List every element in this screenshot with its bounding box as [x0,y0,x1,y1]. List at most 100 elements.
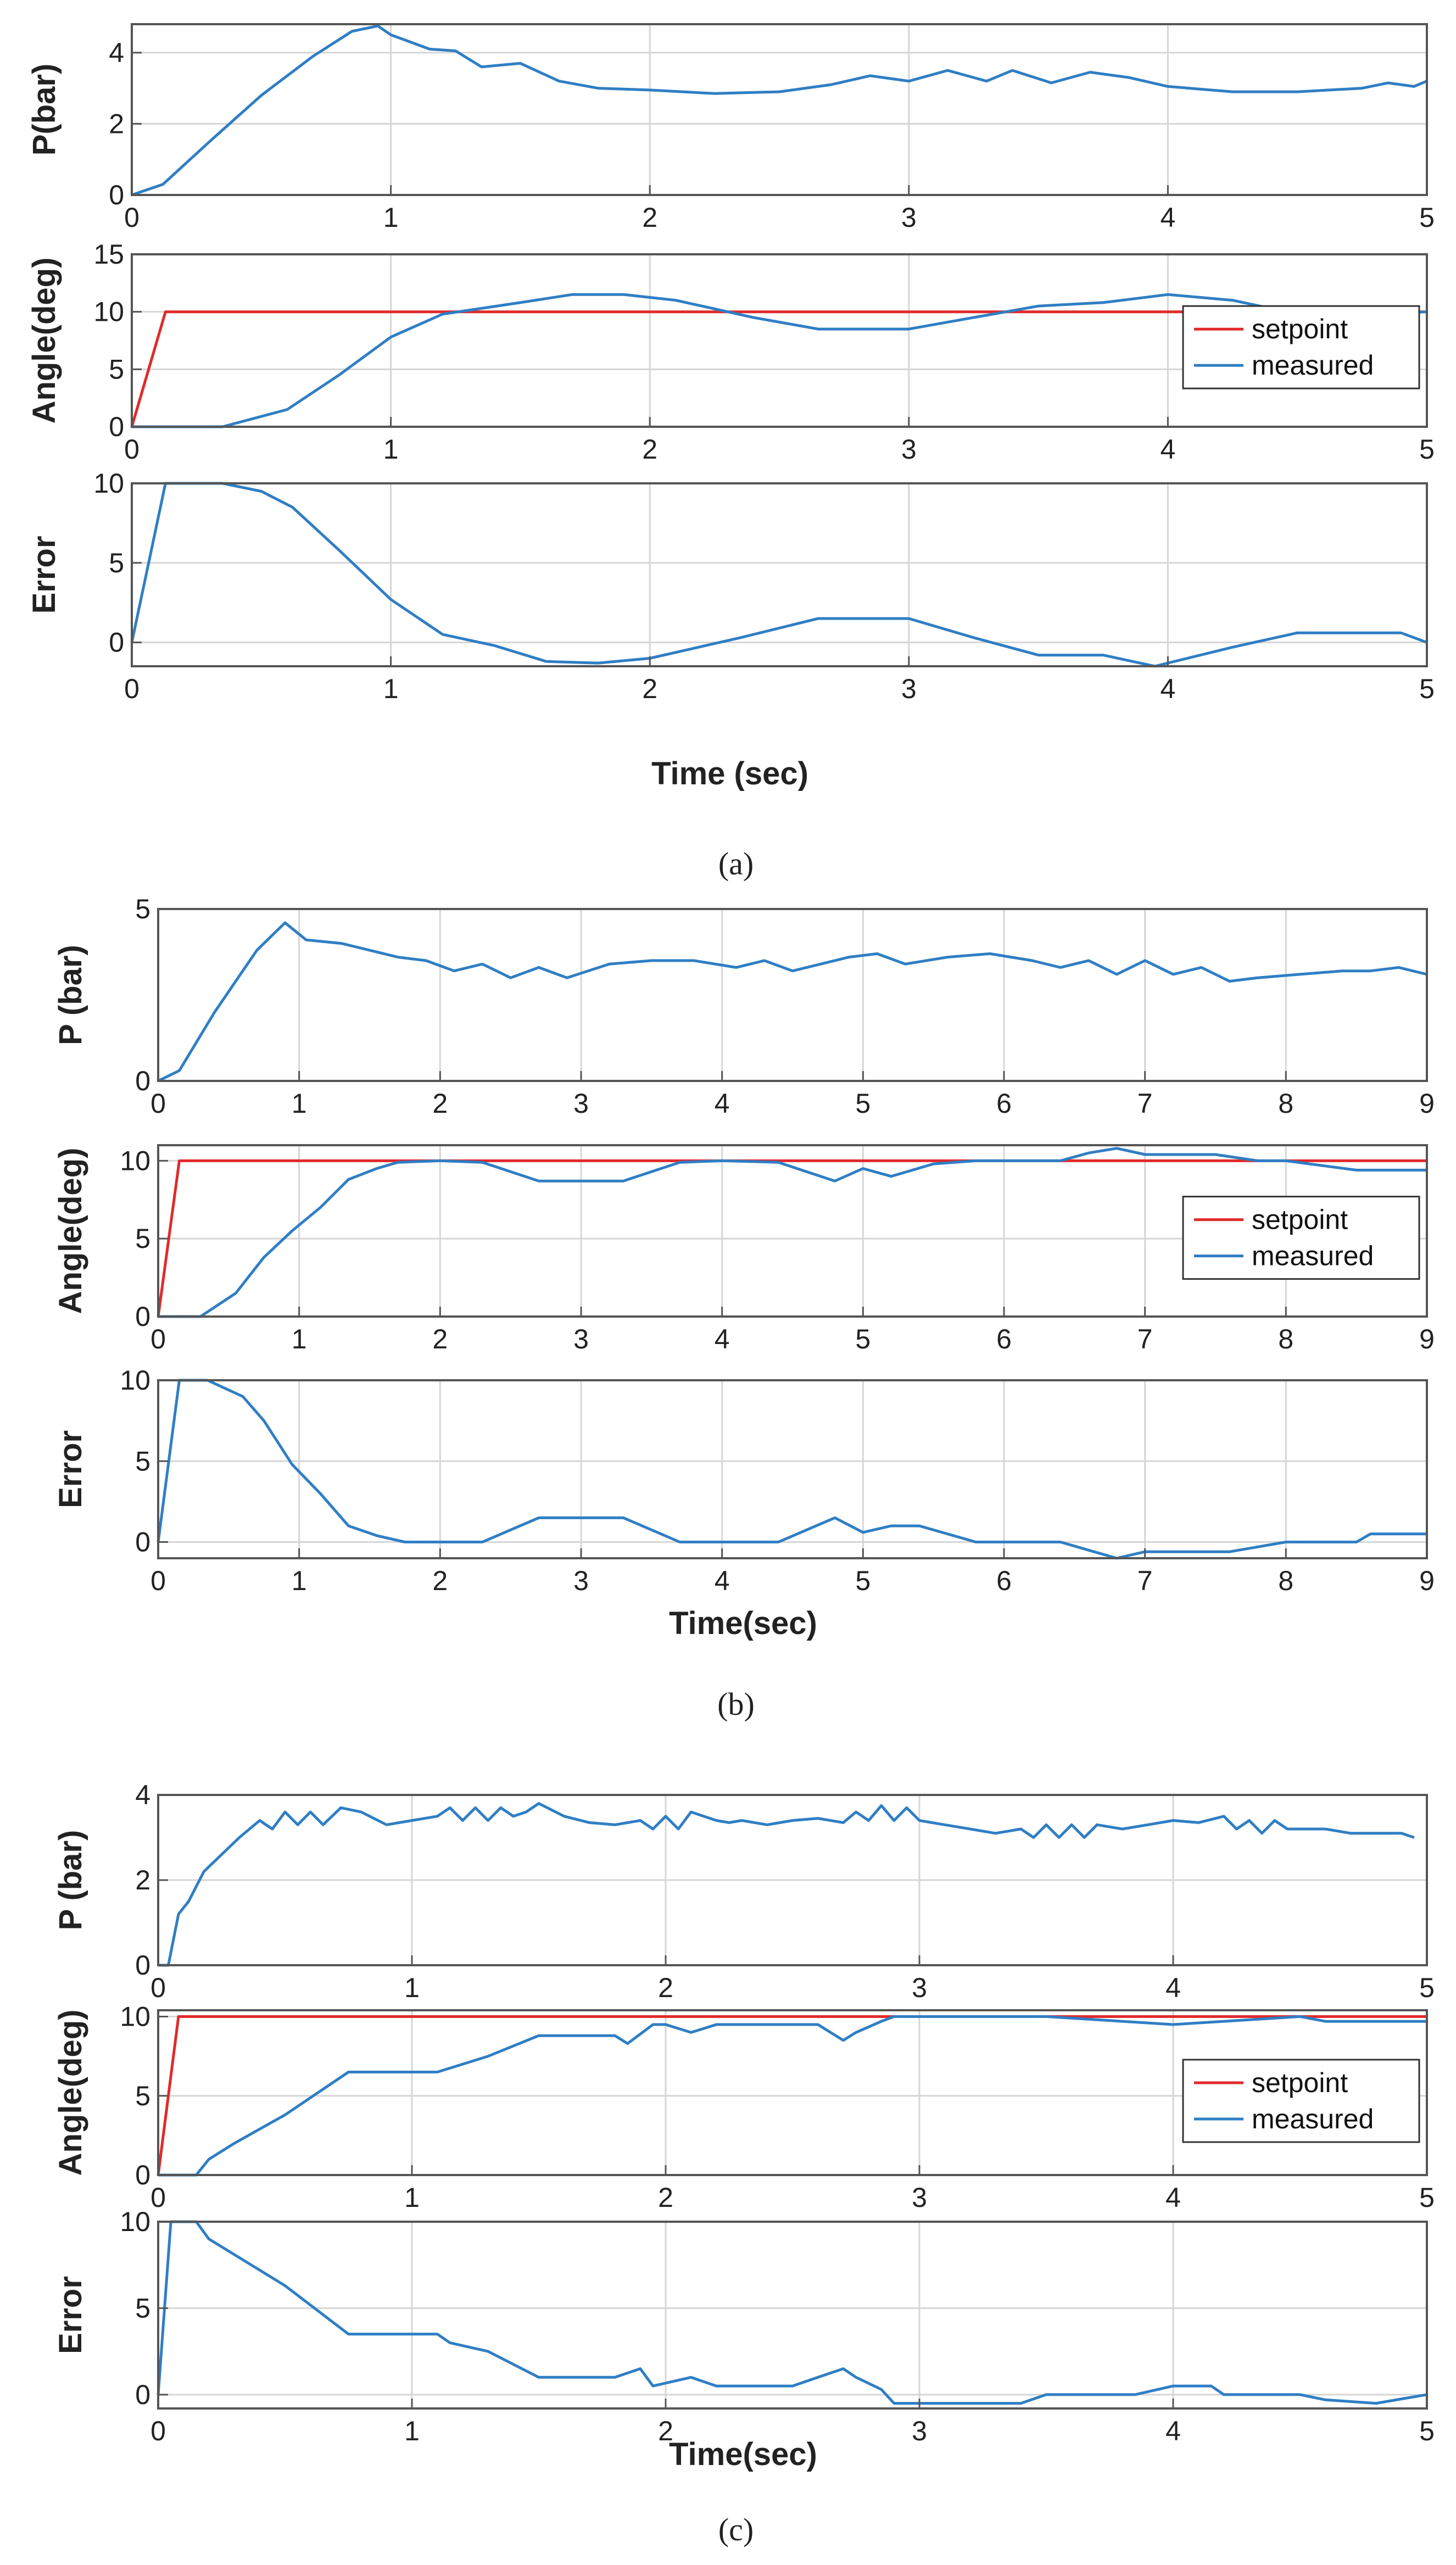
x-tick-label: 0 [150,1324,166,1354]
y-tick-label: 5 [135,2293,150,2323]
x-tick-label: 4 [1165,2416,1181,2446]
y-tick-label: 5 [135,1223,150,1254]
y-tick-label: 4 [109,37,124,68]
y-tick-label: 0 [135,2160,150,2190]
legend-label-setpoint: setpoint [1252,1205,1348,1235]
y-tick-label: 4 [135,1780,150,1810]
y-axis-label: P(bar) [26,64,62,156]
x-tick-label: 6 [996,1088,1012,1119]
y-tick-label: 10 [120,1145,150,1176]
x-tick-label: 1 [404,2182,420,2213]
y-axis-label: P (bar) [53,1830,88,1931]
y-tick-label: 2 [135,1865,150,1895]
legend-box [1182,2059,1420,2143]
y-axis-label: Error [53,1430,88,1508]
x-tick-label: 5 [1419,673,1435,704]
x-tick-label: 1 [383,202,399,233]
y-tick-label: 5 [109,354,124,384]
x-tick-label: 1 [292,1088,307,1119]
plot-frame [157,908,1428,1082]
x-tick-label: 1 [383,434,399,465]
figure-caption: (c) [718,2512,754,2547]
y-axis-label: Angle(deg) [26,258,62,424]
x-tick-label: 5 [1419,2182,1435,2213]
y-tick-label: 0 [109,411,124,442]
y-tick-label: 0 [109,180,124,210]
x-tick-label: 2 [432,1324,448,1354]
y-axis-label: P (bar) [53,945,88,1045]
x-tick-label: 0 [150,2416,166,2446]
x-tick-label: 8 [1278,1324,1293,1354]
x-tick-label: 9 [1419,1324,1435,1354]
y-tick-label: 2 [109,108,124,139]
plot-frame [131,23,1428,196]
legend: setpoint measured [1182,305,1420,389]
x-tick-label: 9 [1419,1088,1435,1119]
panel-a-2: 0 5 10 15 Angle(deg) setpoint measured [26,239,1428,442]
x-tick-label: 2 [642,673,657,704]
x-tick-label: 2 [658,2182,673,2213]
legend: setpoint measured [1182,1196,1420,1280]
y-axis-label: Angle(deg) [53,1148,88,1314]
legend-label-measured: measured [1252,2104,1374,2134]
plot-frame [157,1379,1428,1559]
y-tick-label: 5 [135,894,150,924]
y-axis-label: Error [26,536,62,614]
x-tick-label: 5 [855,1088,871,1119]
x-tick-label: 2 [658,2416,673,2446]
x-axis-label: Time (sec) [651,756,808,791]
y-tick-label: 0 [135,2379,150,2410]
x-tick-label: 0 [150,1088,166,1119]
y-tick-label: 5 [109,548,124,578]
y-axis-label: Angle(deg) [53,2010,88,2176]
y-tick-label: 5 [135,2081,150,2111]
series-line-measured [158,2015,1427,2177]
x-tick-label: 4 [1160,434,1175,465]
x-tick-label: 1 [404,1972,420,2003]
x-tick-label: 2 [432,1088,448,1119]
legend-label-setpoint: setpoint [1252,2067,1348,2098]
panel-c-2: 0 5 10 Angle(deg) setpoint measured [53,2001,1428,2190]
x-tick-label: 4 [1165,2182,1181,2213]
x-tick-label: 3 [573,1565,589,1596]
x-tick-label: 4 [1165,1972,1181,2003]
x-tick-label: 3 [912,2416,927,2446]
x-tick-label: 3 [901,202,917,233]
x-tick-label: 3 [901,434,917,465]
legend-label-setpoint: setpoint [1252,314,1348,344]
series-line-P [158,1802,1415,1967]
plot-area [132,483,1427,666]
legend-box [1182,305,1420,389]
x-tick-label: 0 [150,1972,166,2003]
x-tick-label: 2 [658,1972,673,2003]
panel-b-2: 0 5 10 Angle(deg) setpoint measured [53,1144,1428,1332]
legend-box [1182,1196,1420,1280]
x-tick-label: 1 [383,673,399,704]
x-axis-label: Time(sec) [669,2436,817,2472]
x-tick-label: 1 [404,2416,420,2446]
x-tick-label: 6 [996,1565,1012,1596]
series-line-Error [130,482,1427,668]
x-tick-label: 0 [150,2182,166,2213]
panel-a-3: 0 5 10 Error [26,468,1428,668]
y-tick-label: 0 [109,627,124,658]
y-tick-label: 0 [135,1527,150,1558]
x-tick-label: 8 [1278,1565,1293,1596]
x-tick-label: 7 [1137,1565,1153,1596]
legend: setpoint measured [1182,2059,1420,2143]
x-tick-label: 0 [124,434,140,465]
x-tick-label: 7 [1137,1324,1153,1354]
x-tick-label: 0 [124,202,140,233]
x-tick-label: 4 [715,1565,730,1596]
plot-frame [157,2221,1428,2410]
x-tick-label: 0 [124,673,140,704]
series-line-Error [157,2220,1427,2405]
x-tick-label: 3 [912,1972,927,2003]
panel-c-1: 0 2 4 P (bar) [53,1780,1428,1981]
x-tick-label: 1 [292,1565,307,1596]
series-line-P [131,24,1427,197]
x-tick-label: 5 [1419,434,1435,465]
